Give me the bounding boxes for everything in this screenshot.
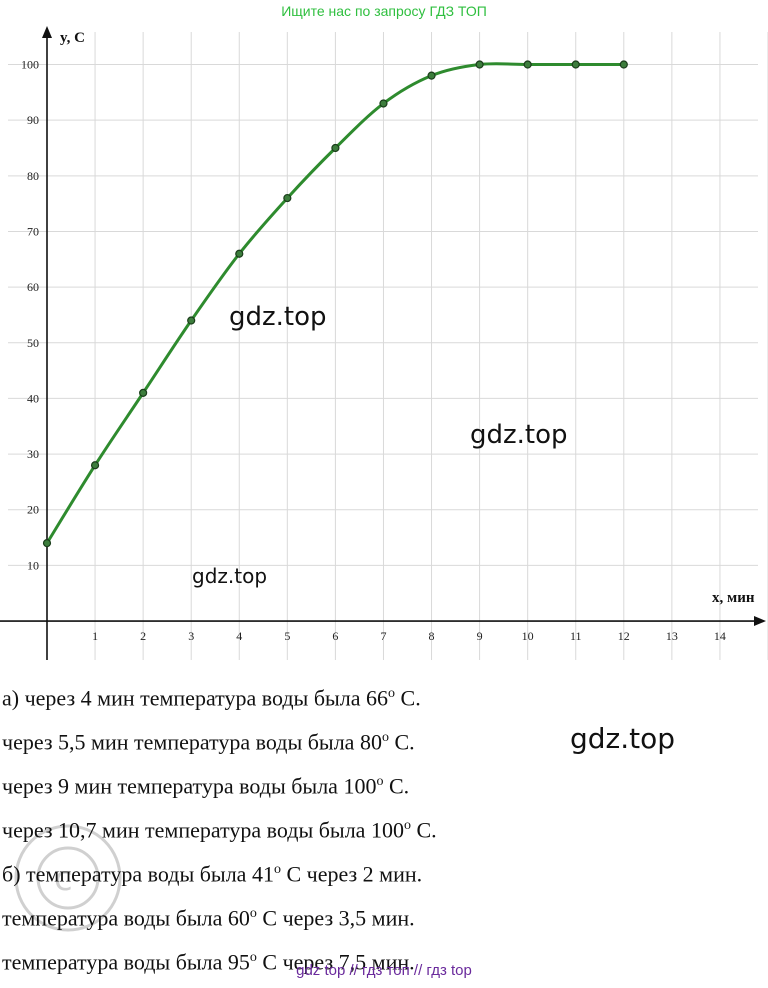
y-tick-label: 90	[27, 113, 39, 127]
y-tick-label: 50	[27, 336, 39, 350]
data-point	[331, 143, 340, 153]
data-point	[619, 60, 628, 69]
x-axis-arrow-icon	[754, 616, 766, 627]
data-point	[235, 249, 244, 258]
data-point	[571, 60, 580, 69]
data-point	[42, 539, 52, 548]
answer-line: а) через 4 мин температура воды была 66о…	[2, 685, 421, 711]
x-tick-label: 9	[477, 629, 483, 643]
watermark: gdz.top	[470, 420, 568, 450]
footer-text: gdz top // гдз топ // гдз top	[296, 962, 472, 979]
answers-list: а) через 4 мин температура воды была 66о…	[2, 672, 437, 980]
x-tick-label: 3	[188, 629, 194, 643]
x-tick-label: 2	[140, 629, 146, 643]
series	[42, 60, 628, 548]
y-tick-label: 60	[27, 280, 39, 294]
data-point	[379, 99, 388, 108]
watermark: gdz.top	[570, 722, 676, 755]
x-tick-label: 8	[429, 629, 435, 643]
answer-line: температура воды была 60о С через 3,5 ми…	[2, 905, 415, 931]
data-point	[90, 461, 100, 470]
data-point	[427, 71, 436, 80]
x-tick-label: 6	[332, 629, 338, 643]
y-axis-label: y, С	[60, 30, 85, 46]
svg-text:c: c	[54, 859, 73, 899]
temperature-chart: 1 2 3 4 5 6 7 8 9 10 11 12 13 14102030405060708090100…	[0, 26, 768, 660]
x-tick-label: 13	[666, 629, 678, 643]
x-tick-label: 1	[92, 629, 98, 643]
answer-line: через 10,7 мин температура воды была 100…	[2, 817, 437, 843]
y-tick-label: 80	[27, 169, 39, 183]
y-tick-label: 100	[21, 58, 39, 72]
x-tick-label: 7	[380, 629, 386, 643]
x-tick-label: 14	[714, 629, 726, 643]
data-point	[187, 316, 196, 325]
y-tick-label: 10	[27, 558, 39, 572]
y-tick-label: 30	[27, 447, 39, 461]
x-tick-label: 4	[236, 629, 242, 643]
data-point	[475, 60, 484, 69]
grid	[8, 32, 768, 660]
data-point	[283, 193, 292, 203]
answer-line: б) температура воды была 41о С через 2 м…	[2, 861, 423, 887]
reshak-stamp-watermark: c	[14, 824, 122, 932]
y-tick-label: 20	[27, 503, 39, 517]
answer-line: через 5,5 мин температура воды была 80о …	[2, 729, 415, 755]
answer-line: температура воды была 95о С через 7,5 ми…	[2, 949, 415, 975]
data-point	[139, 388, 148, 397]
x-tick-label: 10	[522, 629, 534, 643]
y-tick-label: 70	[27, 224, 39, 238]
watermark: gdz.top	[192, 564, 268, 588]
header-banner: Ищите нас по запросу ГДЗ ТОП	[281, 3, 487, 19]
watermark: gdz.top	[229, 302, 327, 332]
x-tick-label: 11	[570, 629, 582, 643]
y-tick-label: 40	[27, 391, 39, 405]
x-tick-label: 12	[618, 629, 630, 643]
answer-line: через 9 мин температура воды была 100о С…	[2, 773, 410, 799]
x-axis-label: x, мин	[712, 590, 755, 606]
series-line	[45, 62, 624, 544]
x-tick-label: 5	[284, 629, 290, 643]
y-axis-arrow-icon	[42, 26, 52, 38]
axes	[0, 26, 766, 660]
data-point	[523, 60, 532, 69]
